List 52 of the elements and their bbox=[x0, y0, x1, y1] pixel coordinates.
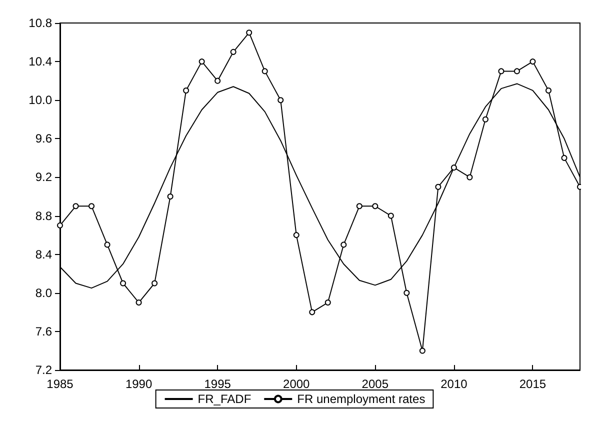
point bbox=[262, 68, 268, 74]
point bbox=[435, 184, 442, 190]
x-tick-label: 2010 bbox=[440, 377, 468, 391]
legend-label: FR unemployment rates bbox=[297, 392, 426, 406]
point bbox=[88, 203, 95, 210]
point bbox=[466, 174, 473, 180]
x-tick-label: 1985 bbox=[46, 377, 74, 391]
point bbox=[152, 280, 158, 286]
y-tick-label: 9.2 bbox=[35, 170, 52, 184]
point bbox=[72, 203, 79, 210]
y-tick-label: 10.8 bbox=[28, 16, 52, 30]
point bbox=[498, 68, 504, 74]
x-tick-label: 1990 bbox=[125, 377, 152, 391]
x-tick-label: 2015 bbox=[519, 377, 546, 391]
point bbox=[419, 348, 426, 354]
point bbox=[278, 97, 284, 104]
y-tick-label: 8.0 bbox=[35, 286, 52, 300]
point bbox=[530, 58, 536, 65]
y-tick-label: 7.2 bbox=[35, 363, 52, 377]
y-tick-label: 7.6 bbox=[35, 324, 52, 338]
point bbox=[198, 58, 205, 65]
legend-label: FR_FADF bbox=[198, 392, 252, 406]
point bbox=[293, 232, 300, 238]
point bbox=[404, 290, 410, 296]
point bbox=[57, 222, 63, 228]
point bbox=[514, 68, 520, 74]
point bbox=[372, 203, 378, 210]
point bbox=[388, 212, 394, 219]
y-tick-label: 8.8 bbox=[35, 208, 52, 223]
point bbox=[545, 87, 552, 94]
point bbox=[230, 48, 236, 55]
x-tick-label: 2000 bbox=[283, 377, 310, 391]
point bbox=[120, 280, 126, 286]
point bbox=[324, 300, 331, 306]
point bbox=[167, 194, 174, 200]
point bbox=[561, 154, 568, 161]
x-tick-label: 2005 bbox=[362, 377, 389, 391]
point bbox=[246, 30, 252, 36]
x-tick-label: 1995 bbox=[204, 377, 232, 391]
point bbox=[183, 87, 190, 94]
point bbox=[136, 300, 142, 306]
y-tick-label: 10.0 bbox=[28, 93, 52, 108]
point bbox=[340, 242, 347, 248]
point bbox=[309, 309, 316, 316]
y-tick-label: 8.4 bbox=[35, 247, 52, 262]
point bbox=[482, 116, 488, 122]
point bbox=[104, 242, 110, 248]
point bbox=[214, 78, 221, 84]
y-tick-label: 10.4 bbox=[28, 54, 52, 69]
point bbox=[356, 203, 362, 210]
point bbox=[450, 164, 457, 171]
y-tick-label: 9.6 bbox=[35, 132, 52, 146]
